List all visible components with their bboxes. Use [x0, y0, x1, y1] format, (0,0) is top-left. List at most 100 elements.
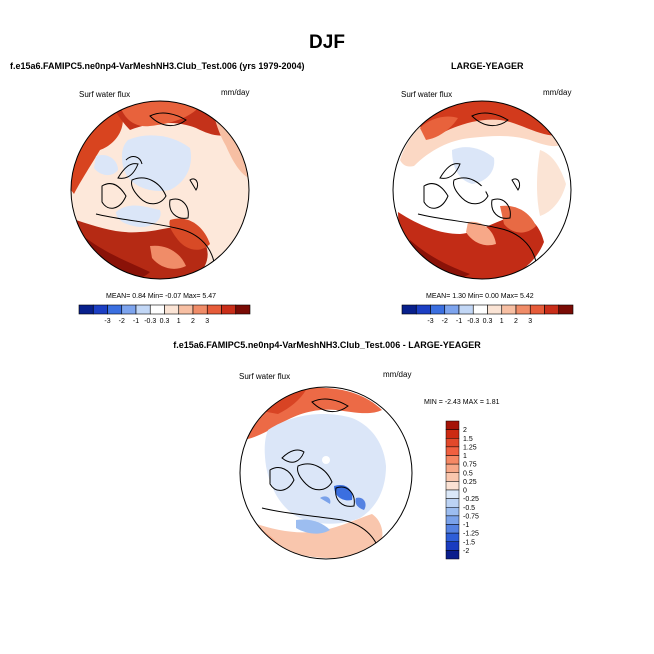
panel-3-colorbar-swatch	[445, 420, 460, 430]
panel-3-min-label: MIN =	[424, 399, 443, 406]
panel-2-colorbar-tick-label: 1	[500, 318, 504, 325]
panel-3-colorbar-swatch	[445, 481, 460, 491]
panel-2-colorbar-swatch	[544, 304, 560, 315]
panel-3-max: 1.81	[485, 399, 500, 406]
panel-2-colorbar-tick-label: 0.3	[483, 318, 493, 325]
panel-3-colorbar-tick-label: -2	[463, 548, 469, 555]
panel-3-stats: MIN = -2.43 MAX = 1.81	[424, 399, 500, 406]
panel-3-colorbar-tick-label: 0.75	[463, 462, 477, 469]
panel-1-colorbar-swatch	[235, 304, 251, 315]
panel-3-colorbar-swatch	[445, 455, 460, 465]
panel-1-colorbar-swatch	[92, 304, 108, 315]
panel-2-colorbar-swatch	[444, 304, 460, 315]
panel-3-colorbar-swatch	[445, 541, 460, 551]
panel-3-colorbar-swatch	[445, 429, 460, 439]
panel-2-colorbar-swatch	[430, 304, 446, 315]
panel-2-min-label: Min=	[467, 293, 484, 300]
panel-2-colorbar-swatch	[529, 304, 545, 315]
panel-1-colorbar-tick-label: 2	[191, 318, 195, 325]
panel-2-colorbar-swatch	[501, 304, 517, 315]
panel-1-colorbar-tick-label: -0.3	[144, 318, 156, 325]
panel-3-colorbar-swatch	[445, 498, 460, 508]
panel-2-variable: Surf water flux	[401, 90, 453, 99]
panel-2-units: mm/day	[543, 88, 572, 97]
panel-2-colorbar-swatch	[401, 304, 417, 315]
panel-2-colorbar-swatch	[458, 304, 474, 315]
panel-1-colorbar-swatch	[149, 304, 165, 315]
panel-3-colorbar-tick-label: 0.5	[463, 470, 473, 477]
panel-1-colorbar-swatch	[135, 304, 151, 315]
panel-1-colorbar-tick-label: -3	[104, 318, 110, 325]
panel-2-colorbar-swatch	[472, 304, 488, 315]
panel-1-colorbar-swatch	[78, 304, 94, 315]
panel-3-max-label: MAX =	[462, 399, 484, 406]
panel-3-map	[239, 386, 413, 560]
panel-3-colorbar-tick-label: 1.5	[463, 436, 473, 443]
panel-1-colorbar-swatch	[107, 304, 123, 315]
panel-3-units: mm/day	[383, 370, 412, 379]
panel-1-colorbar-swatch	[121, 304, 137, 315]
panel-1-colorbar-swatch	[164, 304, 180, 315]
panel-1-map	[70, 100, 250, 280]
panel-1-variable: Surf water flux	[79, 90, 131, 99]
panel-1-colorbar-tick-label: -1	[133, 318, 139, 325]
panel-1-min: -0.07	[165, 293, 182, 300]
panel-3-variable: Surf water flux	[239, 372, 291, 381]
panel-1-colorbar-tick-label: -2	[119, 318, 125, 325]
panel-3-colorbar-tick-label: 0	[463, 488, 467, 495]
panel-3-colorbar-swatch	[445, 524, 460, 534]
panel-3-title: f.e15a6.FAMIPC5.ne0np4-VarMeshNH3.Club_T…	[173, 340, 481, 350]
panel-2-colorbar-swatch	[558, 304, 574, 315]
panel-1-units: mm/day	[221, 88, 250, 97]
panel-2-colorbar-tick-label: 2	[514, 318, 518, 325]
panel-3-colorbar-swatch	[445, 472, 460, 482]
panel-3-colorbar-swatch	[445, 438, 460, 448]
panel-3-colorbar-swatch	[445, 489, 460, 499]
panel-2-colorbar-swatch	[487, 304, 503, 315]
panel-3-colorbar-tick-label: 1.25	[463, 444, 477, 451]
panel-3-colorbar-swatch	[445, 515, 460, 525]
panel-3-colorbar-tick-label: -0.25	[463, 496, 479, 503]
panel-1-max-label: Max=	[183, 293, 201, 300]
panel-1-colorbar-tick-label: 0.3	[160, 318, 170, 325]
panel-1-colorbar-tick-label: 3	[205, 318, 209, 325]
panel-3-colorbar-tick-label: -1.25	[463, 531, 479, 538]
panel-2-colorbar-tick-label: -3	[427, 318, 433, 325]
panel-1-colorbar-tick-label: 1	[177, 318, 181, 325]
panel-2-min: 0.00	[485, 293, 499, 300]
panel-1-stats: MEAN= 0.84 Min= -0.07 Max= 5.47	[106, 293, 216, 300]
panel-3-colorbar-swatch	[445, 550, 460, 560]
panel-2-colorbar-tick-label: 3	[528, 318, 532, 325]
panel-3-colorbar-swatch	[445, 507, 460, 517]
panel-3-colorbar-swatch	[445, 446, 460, 456]
panel-2-colorbar-tick-label: -1	[456, 318, 462, 325]
panel-3-colorbar-tick-label: -0.5	[463, 505, 475, 512]
panel-3-colorbar-swatch	[445, 532, 460, 542]
panel-3-colorbar-tick-label: -1	[463, 522, 469, 529]
panel-2-map	[392, 100, 572, 280]
panel-2-mean-label: MEAN=	[426, 293, 451, 300]
panel-3-colorbar-tick-label: -0.75	[463, 513, 479, 520]
panel-1-colorbar: -3 -2 -1 -0.3 0.3 1 2 3	[78, 304, 251, 325]
panel-2-colorbar-swatch	[515, 304, 531, 315]
panel-1-min-label: Min=	[147, 293, 164, 300]
panel-2-colorbar-tick-label: -2	[442, 318, 448, 325]
panel-2-max-label: Max=	[500, 293, 519, 300]
panel-1-mean-label: MEAN=	[106, 293, 131, 300]
panel-2-stats: MEAN= 1.30 Min= 0.00 Max= 5.42	[426, 293, 534, 300]
panel-2-mean: 1.30	[452, 293, 466, 300]
panel-1-title: f.e15a6.FAMIPC5.ne0np4-VarMeshNH3.Club_T…	[10, 61, 305, 71]
panel-3-colorbar-swatch	[445, 463, 460, 473]
panel-3-colorbar-tick-label: 2	[463, 427, 467, 434]
panel-2-colorbar-tick-label: -0.3	[467, 318, 479, 325]
panel-1-max: 5.47	[202, 293, 216, 300]
panel-2-colorbar-swatch	[415, 304, 431, 315]
panel-2-max: 5.42	[520, 293, 534, 300]
panel-1-colorbar-swatch	[192, 304, 208, 315]
panel-3-min: -2.43	[444, 399, 461, 406]
panel-3-colorbar-tick-label: 1	[463, 453, 467, 460]
panel-1-colorbar-swatch	[178, 304, 194, 315]
panel-1-colorbar-swatch	[206, 304, 222, 315]
panel-3-colorbar-tick-label: 0.25	[463, 479, 477, 486]
